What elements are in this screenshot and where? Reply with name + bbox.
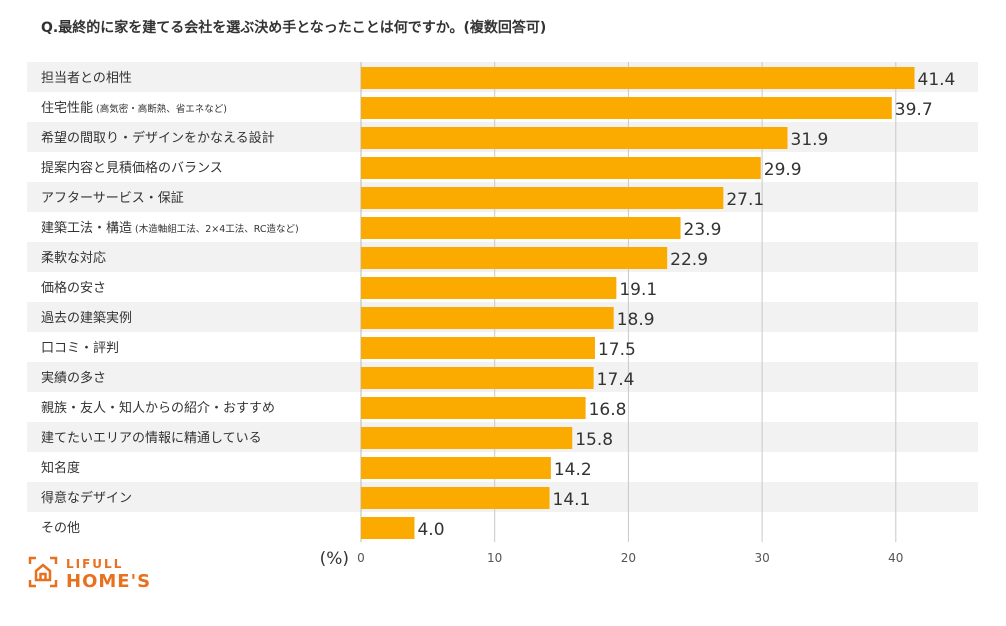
data-label: 17.4 [597, 370, 635, 390]
category-label: 希望の間取り・デザインをかなえる設計 [41, 130, 275, 146]
category-main: その他 [41, 521, 80, 536]
category-label: 得意なデザイン [41, 490, 132, 506]
category-main: 住宅性能 [41, 101, 93, 116]
category-note: (高気密・高断熱、省エネなど) [96, 103, 227, 115]
category-main: 得意なデザイン [41, 490, 132, 506]
category-label: 住宅性能 (高気密・高断熱、省エネなど) [41, 101, 227, 116]
category-label: アフターサービス・保証 [41, 191, 184, 206]
data-label: 15.8 [575, 430, 613, 450]
bar [361, 97, 892, 119]
x-tick-label: 10 [487, 551, 502, 565]
data-label: 23.9 [684, 220, 722, 240]
category-main: 建てたいエリアの情報に精通している [41, 431, 262, 446]
category-main: 希望の間取り・デザインをかなえる設計 [41, 130, 275, 146]
bar [361, 487, 550, 509]
house-logo-icon: LIFULL HOME'S [28, 556, 151, 592]
category-main: 実績の多さ [41, 370, 106, 386]
data-label: 27.1 [726, 190, 764, 210]
category-main: 担当者との相性 [41, 71, 132, 86]
category-label: 実績の多さ [41, 370, 106, 386]
data-label: 19.1 [619, 280, 657, 300]
bar [361, 367, 594, 389]
x-tick-label: 20 [621, 551, 636, 565]
bar [361, 337, 595, 359]
category-main: 親族・友人・知人からの紹介・おすすめ [41, 400, 275, 416]
bar [361, 517, 415, 539]
logo-line2: HOME'S [66, 571, 151, 592]
category-label: 過去の建築実例 [41, 310, 132, 326]
category-main: 知名度 [41, 460, 80, 476]
category-main: アフターサービス・保証 [41, 191, 184, 206]
category-note: (木造軸組工法、2×4工法、RC造など) [135, 223, 299, 235]
data-label: 14.1 [553, 490, 591, 510]
bar [361, 187, 724, 209]
category-label: 口コミ・評判 [41, 341, 119, 356]
data-label: 18.9 [617, 310, 655, 330]
bar [361, 277, 617, 299]
x-tick-label: 0 [357, 551, 365, 565]
bar [361, 247, 668, 269]
bar [361, 67, 915, 89]
category-label: 親族・友人・知人からの紹介・おすすめ [41, 400, 275, 416]
category-label: 知名度 [41, 460, 80, 476]
bar [361, 157, 761, 179]
data-label: 39.7 [895, 100, 933, 120]
bar [361, 397, 586, 419]
lifull-homes-logo: LIFULL HOME'S [28, 556, 178, 596]
data-label: 17.5 [598, 340, 636, 360]
data-label: 22.9 [670, 250, 708, 270]
category-main: 建築工法・構造 [41, 221, 132, 236]
bar [361, 217, 681, 239]
data-label: 14.2 [554, 460, 592, 480]
category-main: 過去の建築実例 [41, 310, 132, 326]
data-label: 4.0 [417, 520, 444, 540]
category-main: 提案内容と見積価格のバランス [41, 160, 223, 176]
category-main: 価格の安さ [41, 280, 106, 296]
bar [361, 427, 573, 449]
category-label: 建てたいエリアの情報に精通している [41, 431, 262, 446]
data-label: 31.9 [791, 130, 829, 150]
category-label: 建築工法・構造 (木造軸組工法、2×4工法、RC造など) [41, 221, 299, 236]
bar [361, 457, 551, 479]
bar [361, 307, 614, 329]
category-label: その他 [41, 521, 80, 536]
data-label: 16.8 [589, 400, 627, 420]
chart-title: Q.最終的に家を建てる会社を選ぶ決め手となったことは何ですか。(複数回答可) [41, 20, 547, 36]
x-tick-label: 40 [888, 551, 903, 565]
x-axis-unit: (%) [320, 549, 349, 569]
category-main: 口コミ・評判 [41, 341, 119, 356]
category-label: 担当者との相性 [41, 71, 132, 86]
x-tick-label: 30 [754, 551, 769, 565]
data-label: 29.9 [764, 160, 802, 180]
category-label: 提案内容と見積価格のバランス [41, 160, 223, 176]
logo-line1: LIFULL [66, 557, 123, 571]
category-main: 柔軟な対応 [41, 250, 106, 266]
bar [361, 127, 788, 149]
category-label: 価格の安さ [41, 280, 106, 296]
data-label: 41.4 [918, 70, 956, 90]
category-label: 柔軟な対応 [41, 250, 106, 266]
